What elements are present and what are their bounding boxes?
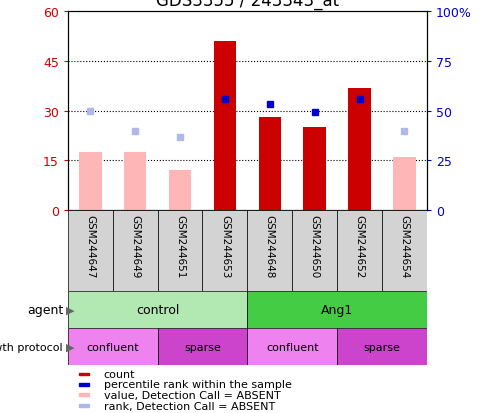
Bar [202,12,247,211]
Bar [291,12,336,211]
Text: GSM244654: GSM244654 [398,215,408,278]
Bar [291,211,336,291]
Bar [124,153,146,211]
Bar [68,12,112,211]
Text: confluent: confluent [86,342,139,352]
Text: confluent: confluent [265,342,318,352]
Text: GSM244649: GSM244649 [130,215,140,278]
Bar [78,394,89,396]
Bar [157,211,202,291]
Bar [336,328,426,366]
Text: agent: agent [27,303,63,316]
Bar [247,211,291,291]
Text: Ang1: Ang1 [320,303,352,316]
Text: ▶: ▶ [65,342,74,352]
Title: GDS3355 / 243343_at: GDS3355 / 243343_at [155,0,338,10]
Bar [381,211,426,291]
Text: count: count [104,369,135,379]
Text: control: control [136,303,179,316]
Bar [202,211,247,291]
Bar [348,88,370,211]
Bar [79,153,101,211]
Text: GSM244650: GSM244650 [309,215,319,278]
Text: GSM244648: GSM244648 [264,215,274,278]
Text: GSM244651: GSM244651 [175,215,185,278]
Bar [78,373,89,375]
Bar [68,211,112,291]
Bar [381,12,426,211]
Bar [213,42,236,211]
Bar [336,12,381,211]
Bar [247,328,336,366]
Bar [393,158,415,211]
Bar [157,12,202,211]
Bar [258,118,280,211]
Bar [78,383,89,386]
Text: rank, Detection Call = ABSENT: rank, Detection Call = ABSENT [104,401,274,411]
Bar [68,291,247,328]
Bar [247,12,291,211]
Bar [68,328,157,366]
Text: sparse: sparse [363,342,400,352]
Text: value, Detection Call = ABSENT: value, Detection Call = ABSENT [104,390,280,400]
Bar [247,291,426,328]
Bar [112,211,157,291]
Text: GSM244647: GSM244647 [85,215,95,278]
Text: sparse: sparse [183,342,221,352]
Text: GSM244652: GSM244652 [354,215,364,278]
Bar [336,211,381,291]
Text: growth protocol: growth protocol [0,342,63,352]
Bar [168,171,191,211]
Text: GSM244653: GSM244653 [219,215,229,278]
Bar [78,404,89,407]
Bar [303,128,325,211]
Bar [157,328,247,366]
Text: percentile rank within the sample: percentile rank within the sample [104,380,291,389]
Bar [112,12,157,211]
Text: ▶: ▶ [65,305,74,315]
